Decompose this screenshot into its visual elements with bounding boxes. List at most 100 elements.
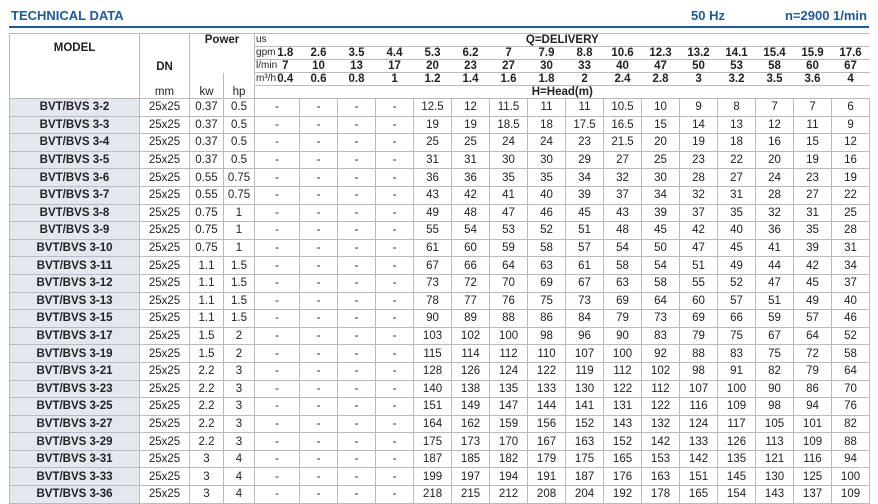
cell: - <box>254 221 301 240</box>
cell: 25x25 <box>139 326 190 346</box>
flow-value: 1.6 <box>489 72 528 86</box>
cell: - <box>299 98 339 117</box>
cell: - <box>337 150 377 170</box>
cell: 147 <box>489 397 529 416</box>
cell: - <box>337 379 377 399</box>
cell: 140 <box>413 379 453 399</box>
cell: 0.5 <box>222 133 256 152</box>
cell: 128 <box>413 361 453 381</box>
cell: 11 <box>565 98 605 117</box>
cell: 208 <box>527 485 567 504</box>
cell: 135 <box>717 449 757 469</box>
table-row: BVT/BVS 3-3 25x25 0.37 0.5- - - -19 19 18.5 18 17.… <box>9 115 871 135</box>
cell: - <box>299 361 339 381</box>
cell: 67 <box>413 256 453 275</box>
flow-value: 1 <box>375 72 414 86</box>
cell: 47 <box>679 238 719 258</box>
cell: 25x25 <box>139 238 190 258</box>
cell: - <box>337 238 377 258</box>
cell: 25 <box>413 133 453 152</box>
cell: 12.5 <box>413 98 453 117</box>
cell: 12 <box>831 133 871 152</box>
flow-value: 1.4 <box>451 72 490 86</box>
cell: 2 <box>222 344 256 363</box>
cell: 110 <box>527 344 567 363</box>
table-body: BVT/BVS 3-2 25x25 0.37 0.5- - - -12.5 12 11.5 11 1… <box>9 98 871 504</box>
cell: - <box>299 238 339 258</box>
cell: - <box>337 397 377 416</box>
cell: 25x25 <box>139 150 190 170</box>
flow-value-text: 7 <box>505 47 512 59</box>
cell: 3 <box>222 397 256 416</box>
cell: 51 <box>755 291 795 311</box>
model-cell: BVT/BVS 3-8 <box>9 203 140 223</box>
table-row: BVT/BVS 3-23 25x25 2.2 3- - - -140 138 135 133 130… <box>9 379 871 399</box>
flow-value-text: 0.4 <box>277 73 294 85</box>
cell: 36 <box>451 168 491 187</box>
cell: 199 <box>413 467 453 487</box>
cell: - <box>375 256 415 275</box>
cell: 4 <box>222 467 256 487</box>
cell: 2.2 <box>189 397 224 416</box>
cell: 35 <box>717 203 757 223</box>
cell: 35 <box>527 168 567 187</box>
cell: 72 <box>451 273 491 293</box>
cell: 122 <box>603 379 643 399</box>
cell: 70 <box>489 273 529 293</box>
cell: 11 <box>527 98 567 117</box>
flow-value: 6.2 <box>451 46 490 60</box>
flow-value-text: 3.2 <box>728 73 745 85</box>
flow-value: 50 <box>679 59 718 73</box>
cell: - <box>375 326 415 346</box>
cell: 25x25 <box>139 414 190 434</box>
cell: 64 <box>489 256 529 275</box>
cell: 25 <box>641 150 681 170</box>
flow-value-text: 40 <box>616 60 629 72</box>
cell: 72 <box>793 344 833 363</box>
cell: 57 <box>565 238 605 258</box>
cell: 54 <box>451 221 491 240</box>
cell: 25x25 <box>139 291 190 311</box>
cell: 47 <box>489 203 529 223</box>
model-cell: BVT/BVS 3-33 <box>9 467 140 487</box>
cell: 1.5 <box>222 273 256 293</box>
cell: 64 <box>641 291 681 311</box>
model-cell: BVT/BVS 3-9 <box>9 221 140 240</box>
cell: 73 <box>565 291 605 311</box>
cell: 6 <box>831 98 871 117</box>
cell: - <box>299 379 339 399</box>
cell: 48 <box>451 203 491 223</box>
cell: 141 <box>565 397 605 416</box>
flow-value-text: 8.8 <box>576 47 593 59</box>
cell: 9 <box>679 98 719 117</box>
cell: - <box>254 467 301 487</box>
cell: 117 <box>717 414 757 434</box>
cell: 0.5 <box>222 115 256 135</box>
cell: 133 <box>527 379 567 399</box>
cell: 179 <box>527 449 567 469</box>
cell: 194 <box>489 467 529 487</box>
cell: 52 <box>527 221 567 240</box>
cell: - <box>254 485 301 504</box>
cell: - <box>254 273 301 293</box>
cell: 27 <box>603 150 643 170</box>
cell: - <box>299 432 339 451</box>
cell: 17.5 <box>565 115 605 135</box>
table-row: BVT/BVS 3-4 25x25 0.37 0.5- - - -25 25 24 24 23 21.… <box>9 133 871 152</box>
cell: 0.75 <box>189 221 224 240</box>
flow-value: gpm 1.8 <box>254 46 300 60</box>
cell: 1.5 <box>189 344 224 363</box>
cell: 40 <box>527 185 567 205</box>
cell: 89 <box>451 309 491 328</box>
cell: 58 <box>641 273 681 293</box>
flow-value: 23 <box>451 59 490 73</box>
cell: 135 <box>489 379 529 399</box>
cell: 130 <box>755 467 795 487</box>
flow-value: 12.3 <box>641 46 680 60</box>
cell: 143 <box>755 485 795 504</box>
flow-value: 2.8 <box>641 72 680 86</box>
cell: 1 <box>222 221 256 240</box>
cell: 70 <box>831 379 871 399</box>
cell: 1.5 <box>189 326 224 346</box>
cell: 30 <box>527 150 567 170</box>
